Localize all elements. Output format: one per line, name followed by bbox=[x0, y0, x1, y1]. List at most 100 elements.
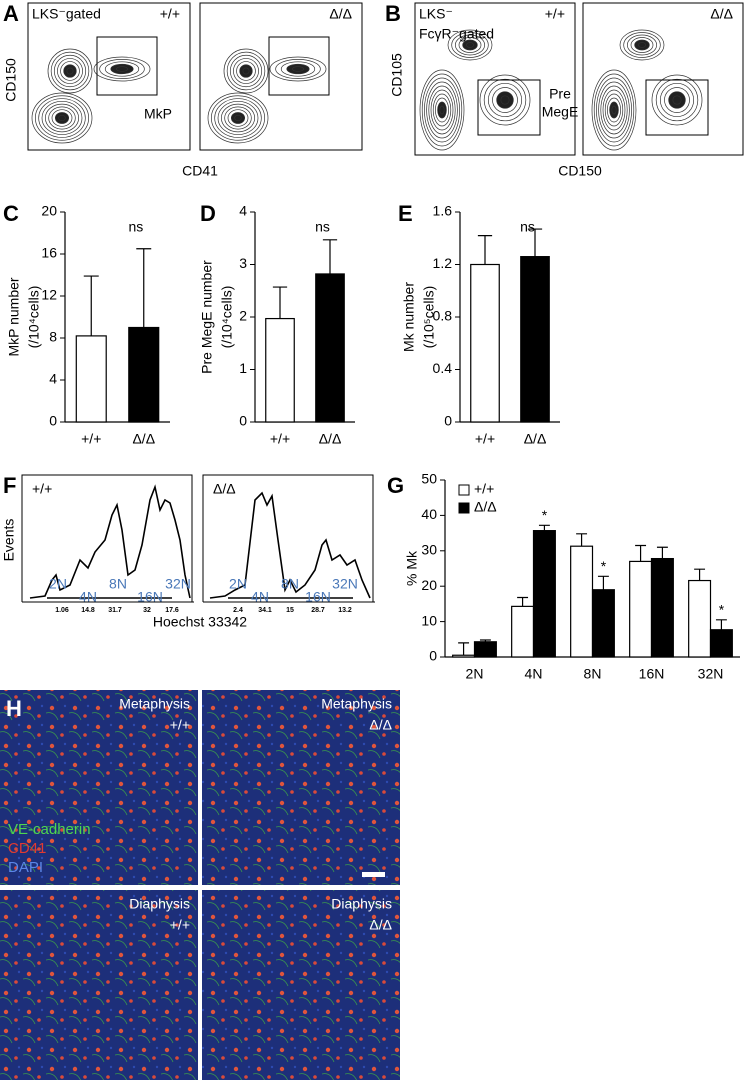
annotation: ns bbox=[520, 219, 535, 235]
bar bbox=[473, 641, 497, 658]
bar bbox=[452, 654, 476, 658]
y-tick-label: 10 bbox=[421, 612, 437, 628]
panel-label: A bbox=[3, 1, 19, 26]
contour bbox=[50, 51, 90, 91]
y-tick-label: 16 bbox=[41, 245, 57, 261]
contour-plot bbox=[27, 2, 191, 151]
contour bbox=[34, 95, 90, 141]
contour bbox=[479, 74, 531, 126]
error-bar bbox=[694, 568, 706, 581]
stain-label: VE-cadherin bbox=[8, 821, 91, 838]
y-axis-unit: (/10⁴cells) bbox=[219, 286, 235, 349]
micrograph bbox=[202, 890, 400, 1080]
contour bbox=[619, 29, 665, 61]
y-axis-label: Pre MegE number bbox=[199, 260, 215, 374]
region-label: Diaphysis bbox=[129, 896, 190, 912]
stain-label: DAPI bbox=[8, 859, 43, 876]
error-bar bbox=[538, 524, 550, 531]
error-bar bbox=[136, 248, 152, 328]
y-axis-unit: (/10⁵cells) bbox=[421, 286, 437, 349]
contour bbox=[229, 54, 263, 88]
contour bbox=[419, 69, 465, 151]
gate bbox=[96, 36, 158, 96]
x-axis-label: CD41 bbox=[182, 163, 218, 179]
panel-label: F bbox=[3, 473, 16, 498]
gate-label: MkP bbox=[144, 106, 172, 122]
x-axis-label: CD150 bbox=[558, 163, 602, 179]
y-axis-unit: (/10⁴cells) bbox=[26, 286, 42, 349]
contour bbox=[41, 100, 83, 136]
scale-bar bbox=[362, 872, 385, 877]
contour bbox=[57, 58, 83, 84]
plot-frame bbox=[582, 2, 744, 156]
contour bbox=[672, 95, 682, 105]
contour bbox=[435, 97, 449, 123]
contour bbox=[280, 61, 316, 77]
contour bbox=[600, 85, 628, 135]
micrograph bbox=[0, 890, 198, 1080]
bar bbox=[75, 335, 107, 423]
micrograph bbox=[0, 690, 198, 885]
bar bbox=[511, 605, 535, 658]
contour bbox=[430, 89, 454, 131]
x-tick-label: Δ/Δ bbox=[319, 431, 342, 447]
contour bbox=[458, 37, 482, 53]
gate-percent: 2.4 bbox=[233, 607, 243, 614]
contour bbox=[426, 81, 458, 139]
ploidy-class: 2N bbox=[229, 576, 247, 592]
contour bbox=[604, 93, 624, 127]
contour bbox=[432, 93, 452, 127]
contour bbox=[439, 105, 445, 115]
contour bbox=[623, 32, 661, 58]
contour bbox=[598, 81, 630, 139]
contour bbox=[428, 85, 456, 135]
error-bar bbox=[517, 596, 529, 607]
plot-frame bbox=[199, 2, 363, 151]
significance-mark: * bbox=[719, 602, 725, 618]
contour bbox=[44, 103, 80, 133]
contour bbox=[269, 56, 327, 82]
gate-note: LKS⁻gated bbox=[32, 6, 101, 22]
contour bbox=[465, 42, 475, 48]
gate-percent: 14.8 bbox=[81, 607, 95, 614]
genotype-label: +/+ bbox=[170, 717, 190, 733]
bar bbox=[315, 273, 345, 423]
gate-percent: 31.7 bbox=[108, 607, 122, 614]
genotype-label: +/+ bbox=[545, 6, 565, 22]
legend-swatch bbox=[458, 484, 470, 496]
genotype-label: +/+ bbox=[160, 6, 180, 22]
contour bbox=[47, 48, 93, 94]
x-tick-label: +/+ bbox=[270, 431, 290, 447]
gate-percent: 28.7 bbox=[311, 607, 325, 614]
bar bbox=[709, 629, 733, 658]
contour bbox=[607, 97, 621, 123]
y-tick-label: 4 bbox=[239, 203, 247, 219]
error-bar bbox=[597, 575, 609, 590]
x-tick-label: 8N bbox=[584, 666, 602, 682]
contour bbox=[500, 95, 510, 105]
y-tick-label: 12 bbox=[41, 287, 57, 303]
genotype-label: Δ/Δ bbox=[369, 917, 392, 933]
contour bbox=[217, 100, 259, 136]
significance-mark: * bbox=[542, 507, 548, 523]
contour bbox=[51, 109, 73, 127]
bar bbox=[570, 545, 594, 658]
bar bbox=[470, 263, 500, 423]
error-bar bbox=[477, 235, 493, 265]
gate-percent: 17.6 bbox=[165, 607, 179, 614]
y-tick-label: 0.4 bbox=[433, 360, 453, 376]
contour bbox=[596, 77, 632, 143]
genotype-label: Δ/Δ bbox=[213, 481, 236, 497]
contour bbox=[421, 73, 463, 147]
plot-frame bbox=[414, 2, 576, 156]
y-tick-label: 0.8 bbox=[433, 308, 453, 324]
contour bbox=[233, 58, 259, 84]
contour bbox=[655, 78, 699, 122]
bar bbox=[688, 579, 712, 658]
contour bbox=[60, 61, 80, 81]
contour bbox=[659, 82, 695, 118]
contour bbox=[93, 56, 151, 82]
contour bbox=[99, 59, 145, 79]
ploidy-class: 16N bbox=[137, 589, 163, 605]
